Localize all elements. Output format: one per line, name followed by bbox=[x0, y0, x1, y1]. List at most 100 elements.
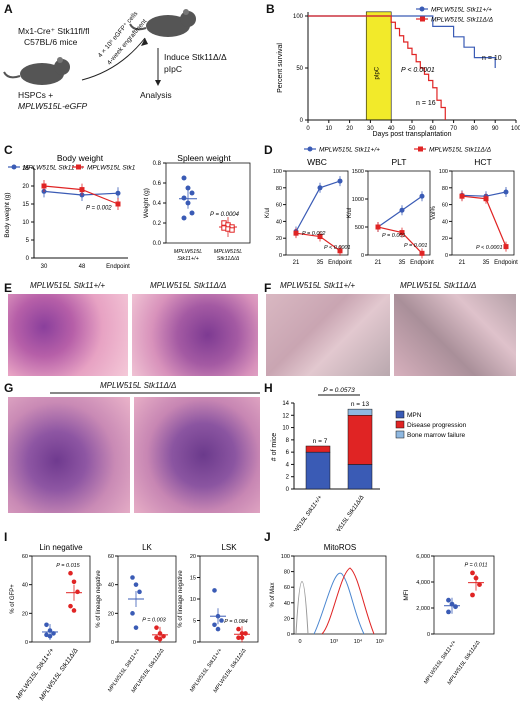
y-tick-label: 15 bbox=[190, 576, 196, 582]
reticulin-image-f-wt bbox=[266, 294, 390, 376]
analysis-label: Analysis bbox=[140, 90, 172, 100]
x-category-label: MPLW515L bbox=[214, 249, 243, 255]
x-tick-label: Endpoint bbox=[106, 264, 130, 270]
legend-swatch bbox=[395, 430, 405, 439]
f-caption-right: MPLW515L Stk11Δ/Δ bbox=[400, 281, 477, 290]
histology-image-e-ko bbox=[132, 294, 258, 376]
sw-point bbox=[189, 190, 195, 196]
sw-point bbox=[181, 195, 187, 201]
g-caption: MPLW515L Stk11Δ/Δ bbox=[100, 381, 177, 390]
panel-label-g: G bbox=[4, 381, 14, 395]
blood-point bbox=[483, 196, 489, 202]
y-axis-label: Vol% bbox=[431, 206, 437, 220]
y-tick-label: 80 bbox=[442, 186, 448, 192]
y-tick-label: 14 bbox=[282, 401, 289, 407]
y-tick-label: 4 bbox=[286, 462, 290, 468]
legend-label: Bone marrow failure bbox=[407, 432, 466, 439]
bw-point bbox=[79, 187, 85, 193]
y-tick-label: 40 bbox=[276, 219, 282, 225]
scatter-point bbox=[133, 625, 139, 630]
panel-label-b: B bbox=[266, 2, 275, 16]
d-legend-ko-marker bbox=[418, 146, 423, 152]
mitoros-title: MitoROS bbox=[324, 543, 356, 552]
y-tick-label: 15 bbox=[22, 202, 29, 208]
panel-label-d: D bbox=[264, 143, 273, 157]
y-tick-label: 10 bbox=[190, 597, 196, 603]
y-tick-label: 1000 bbox=[352, 197, 364, 203]
y-tick-label: 0.6 bbox=[153, 181, 162, 187]
x-tick-label: 35 bbox=[483, 260, 490, 266]
blood-count-charts: MPLW515L Stk11+/+ MPLW515L Stk11Δ/Δ WBC 0 20… bbox=[265, 146, 518, 266]
scatter-pvalue: P = 0.015 bbox=[56, 563, 80, 569]
y-tick-label: 50 bbox=[296, 66, 303, 72]
x-tick-label: Endpoint bbox=[494, 260, 518, 266]
x-tick-label: 0 bbox=[306, 126, 310, 132]
blood-point bbox=[419, 193, 425, 199]
spleen-weight-title: Spleen weight bbox=[177, 153, 231, 163]
scatter-point bbox=[130, 611, 135, 616]
y-tick-label: 10 bbox=[22, 220, 29, 226]
legend-ko-marker bbox=[420, 16, 425, 22]
blood-series-line bbox=[461, 195, 507, 247]
y-tick-label: 10 bbox=[282, 426, 289, 432]
outcome-bar-chart: 0 2 4 6 8 10 12 14 # of mice MPLW515L Stk11+/+ MPL… bbox=[271, 387, 467, 531]
y-tick-label: 1500 bbox=[352, 169, 364, 175]
panel-label-c: C bbox=[4, 143, 13, 157]
hist-unstained bbox=[295, 581, 309, 635]
x-category-label: Stk11Δ/Δ bbox=[217, 256, 240, 262]
blood-pvalue: P = 0.002 bbox=[302, 231, 326, 237]
sw-point bbox=[229, 227, 235, 233]
transplant-arrow bbox=[81, 37, 146, 81]
scatter-point bbox=[161, 633, 166, 639]
schematic-a bbox=[3, 9, 196, 86]
plot-frame bbox=[165, 162, 251, 244]
scatter-point bbox=[68, 603, 73, 609]
d-legend-ko: MPLW515L Stk11Δ/Δ bbox=[429, 147, 491, 154]
mfi-point bbox=[477, 582, 482, 587]
induce-label: Induce Stk11Δ/Δ bbox=[164, 52, 227, 62]
bar-segment-mpn bbox=[305, 451, 331, 490]
x-tick-label: 40 bbox=[388, 126, 395, 132]
legend-wt-marker bbox=[419, 6, 425, 12]
y-tick-label: 12 bbox=[282, 413, 289, 419]
x-tick-label: 10⁵ bbox=[376, 638, 384, 645]
y-tick-label: 20 bbox=[108, 611, 114, 617]
y-tick-label: 5 bbox=[26, 238, 30, 244]
x-tick-label: 0 bbox=[298, 639, 301, 645]
x-tick-label: 48 bbox=[79, 264, 86, 270]
e-caption-right: MPLW515L Stk11Δ/Δ bbox=[150, 281, 227, 290]
y-axis-label: K/ul bbox=[265, 208, 271, 218]
scatter-point bbox=[44, 632, 49, 638]
y-tick-label: 20 bbox=[22, 611, 28, 617]
drug-label: pIpC bbox=[164, 64, 182, 74]
x-category-label: MPLW515L Stk11+/+ bbox=[286, 494, 323, 531]
y-tick-label: 40 bbox=[22, 583, 28, 589]
legend-wt: MPLW515L Stk11+/+ bbox=[431, 7, 492, 14]
y-tick-label: 0 bbox=[427, 632, 430, 638]
sw-point bbox=[185, 185, 191, 191]
x-tick-label: 60 bbox=[429, 126, 436, 132]
y-axis-label: # of mice bbox=[271, 433, 278, 462]
scatter-title: LK bbox=[142, 543, 152, 552]
y-tick-label: 0 bbox=[111, 640, 114, 646]
c-legend-wt-marker bbox=[11, 164, 17, 170]
scatter-point bbox=[239, 635, 245, 640]
f-caption-left: MPLW515L Stk11+/+ bbox=[280, 281, 356, 290]
c-legend-wt: MPLW515L Stk11+/+ bbox=[23, 165, 84, 172]
y-tick-label: 2,000 bbox=[416, 606, 430, 612]
y-tick-label: 100 bbox=[281, 554, 290, 560]
y-tick-label: 6,000 bbox=[416, 554, 430, 560]
y-tick-label: 500 bbox=[355, 225, 364, 231]
y-axis-label: Weight (g) bbox=[143, 188, 150, 218]
bar-segment-bone-marrow-failure bbox=[347, 408, 373, 416]
outcome-pvalue: P = 0.0573 bbox=[323, 387, 355, 394]
y-tick-label: 60 bbox=[284, 585, 290, 591]
mfi-point bbox=[453, 604, 458, 610]
scatter-point bbox=[212, 622, 217, 628]
y-tick-label: 20 bbox=[442, 236, 448, 242]
y-tick-label: 6 bbox=[286, 450, 290, 456]
y-axis-label: Percent survival bbox=[277, 43, 284, 93]
scatter-point bbox=[71, 608, 77, 613]
y-tick-label: 0 bbox=[361, 253, 364, 259]
